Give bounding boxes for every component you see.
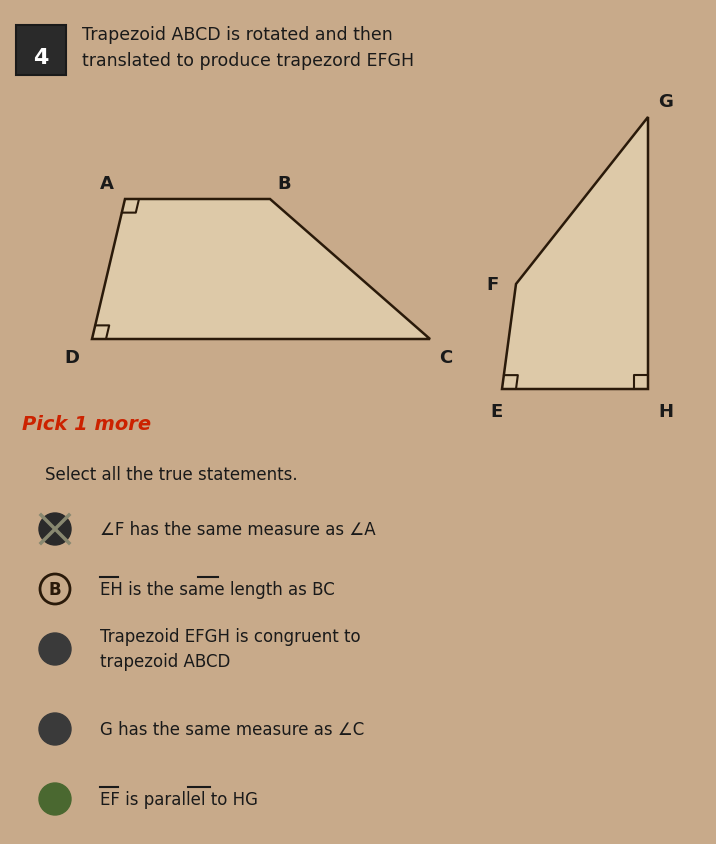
Text: B: B (277, 175, 291, 192)
Circle shape (39, 513, 71, 545)
Text: A: A (100, 175, 114, 192)
Circle shape (39, 633, 71, 665)
FancyBboxPatch shape (16, 26, 66, 76)
Text: G: G (659, 93, 674, 111)
Text: Trapezoid EFGH is congruent to
trapezoid ABCD: Trapezoid EFGH is congruent to trapezoid… (100, 628, 361, 671)
Text: H: H (659, 403, 674, 420)
Text: Trapezoid ABCD is rotated and then
translated to produce trapezord EFGH: Trapezoid ABCD is rotated and then trans… (82, 26, 414, 69)
Polygon shape (92, 200, 430, 339)
Text: ∠F has the same measure as ∠A: ∠F has the same measure as ∠A (100, 521, 376, 538)
Text: D: D (64, 349, 79, 366)
Text: C: C (440, 349, 453, 366)
Circle shape (39, 713, 71, 745)
Text: EF is parallel to HG: EF is parallel to HG (100, 790, 258, 808)
Text: F: F (486, 276, 498, 294)
Text: G has the same measure as ∠C: G has the same measure as ∠C (100, 720, 364, 738)
Text: 4: 4 (34, 48, 49, 68)
Text: EH is the same length as BC: EH is the same length as BC (100, 581, 335, 598)
Polygon shape (502, 118, 648, 390)
Text: E: E (491, 403, 503, 420)
Circle shape (39, 783, 71, 815)
Text: Pick 1 more: Pick 1 more (22, 414, 151, 434)
Text: Select all the true statements.: Select all the true statements. (45, 465, 298, 484)
Text: B: B (49, 581, 62, 598)
